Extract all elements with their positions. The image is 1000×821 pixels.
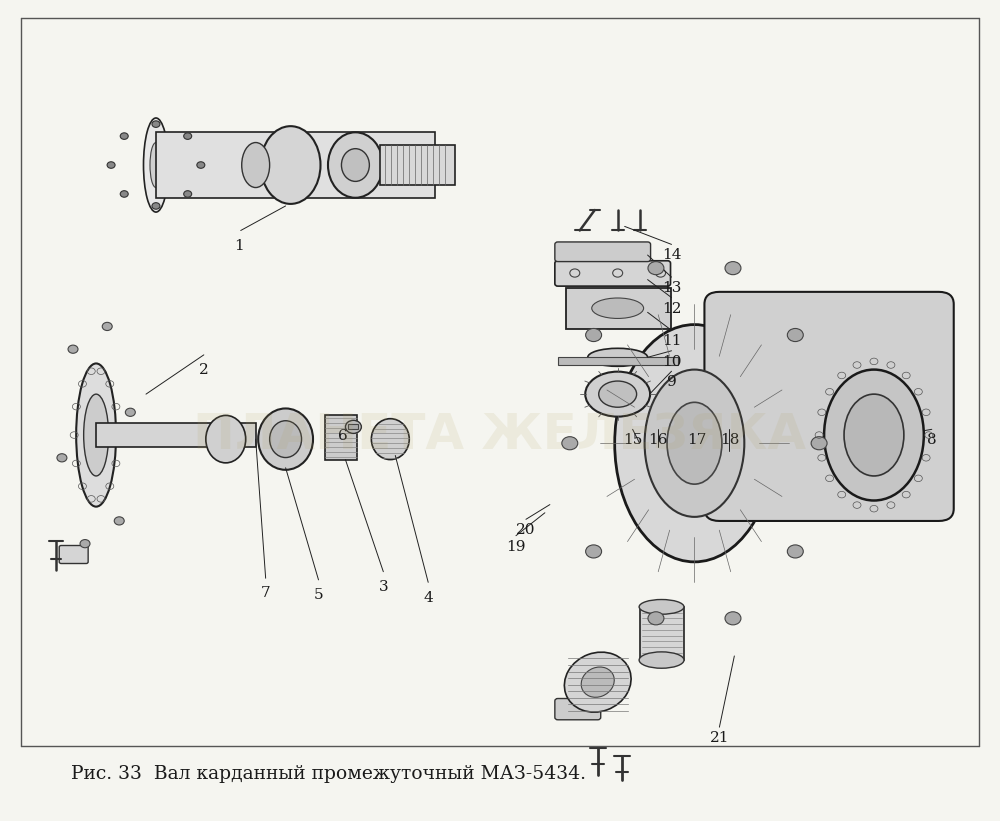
Bar: [96, 423, 256, 447]
Circle shape: [725, 262, 741, 275]
Bar: [566, 288, 671, 328]
Circle shape: [648, 612, 664, 625]
Circle shape: [648, 262, 664, 275]
Circle shape: [114, 516, 124, 525]
Circle shape: [725, 612, 741, 625]
Text: 7: 7: [261, 586, 270, 600]
Text: 8: 8: [927, 433, 937, 447]
Circle shape: [345, 420, 361, 433]
FancyBboxPatch shape: [555, 699, 601, 720]
Text: 14: 14: [662, 249, 681, 263]
Text: 2: 2: [199, 363, 209, 377]
Ellipse shape: [328, 132, 383, 198]
Bar: [348, 424, 358, 429]
Circle shape: [787, 545, 803, 558]
Ellipse shape: [206, 415, 246, 463]
Ellipse shape: [258, 409, 313, 470]
Circle shape: [107, 162, 115, 168]
Ellipse shape: [639, 652, 684, 668]
Ellipse shape: [667, 402, 722, 484]
Ellipse shape: [592, 298, 644, 319]
Ellipse shape: [639, 599, 684, 614]
Text: 17: 17: [687, 433, 706, 447]
Text: 19: 19: [845, 433, 865, 447]
Text: 1: 1: [234, 239, 244, 253]
Text: 5: 5: [314, 588, 323, 602]
Ellipse shape: [599, 381, 637, 407]
Text: 3: 3: [379, 580, 388, 594]
Text: 6: 6: [338, 429, 347, 443]
Ellipse shape: [581, 667, 614, 697]
Circle shape: [787, 328, 803, 342]
Text: 19: 19: [506, 539, 526, 554]
Ellipse shape: [143, 118, 168, 212]
Ellipse shape: [824, 369, 924, 501]
Circle shape: [562, 437, 578, 450]
Ellipse shape: [645, 369, 744, 517]
FancyBboxPatch shape: [555, 261, 671, 287]
Ellipse shape: [76, 364, 116, 507]
Circle shape: [152, 121, 160, 127]
Bar: [380, 144, 455, 186]
Ellipse shape: [270, 420, 302, 457]
Ellipse shape: [84, 394, 109, 476]
Circle shape: [120, 190, 128, 197]
Ellipse shape: [588, 348, 648, 366]
Ellipse shape: [564, 652, 631, 712]
Text: 16: 16: [648, 433, 667, 447]
Ellipse shape: [242, 143, 270, 187]
Bar: [156, 132, 435, 198]
Circle shape: [152, 203, 160, 209]
Text: 10: 10: [662, 355, 681, 369]
Text: Рис. 33  Вал карданный промежуточный МАЗ-5434.: Рис. 33 Вал карданный промежуточный МАЗ-…: [71, 765, 586, 782]
Circle shape: [586, 545, 602, 558]
Text: ПЛАНЕТА ЖЕЛЕЗЯКА: ПЛАНЕТА ЖЕЛЕЗЯКА: [193, 411, 807, 459]
Ellipse shape: [150, 143, 162, 187]
Circle shape: [586, 328, 602, 342]
Text: 21: 21: [710, 732, 729, 745]
Text: 11: 11: [662, 334, 681, 348]
Circle shape: [197, 162, 205, 168]
Ellipse shape: [844, 394, 904, 476]
Text: 9: 9: [667, 375, 676, 389]
Circle shape: [184, 190, 192, 197]
Ellipse shape: [341, 149, 369, 181]
Circle shape: [125, 408, 135, 416]
Text: 12: 12: [662, 301, 681, 316]
FancyBboxPatch shape: [59, 545, 88, 563]
Text: 18: 18: [720, 433, 739, 447]
Circle shape: [811, 437, 827, 450]
Circle shape: [120, 133, 128, 140]
Bar: [640, 607, 684, 660]
FancyBboxPatch shape: [555, 242, 651, 262]
Circle shape: [57, 454, 67, 462]
Text: 13: 13: [662, 282, 681, 296]
Text: 20: 20: [516, 524, 536, 538]
Circle shape: [102, 323, 112, 331]
Circle shape: [184, 133, 192, 140]
FancyBboxPatch shape: [704, 291, 954, 521]
Ellipse shape: [261, 126, 320, 204]
Ellipse shape: [615, 324, 774, 562]
Bar: [325, 415, 357, 460]
Bar: [558, 357, 678, 365]
Circle shape: [80, 539, 90, 548]
Ellipse shape: [371, 419, 409, 460]
Text: 4: 4: [423, 590, 433, 604]
Circle shape: [68, 345, 78, 353]
Text: 15: 15: [623, 433, 642, 447]
Ellipse shape: [585, 372, 650, 416]
Text: 20: 20: [871, 433, 891, 447]
